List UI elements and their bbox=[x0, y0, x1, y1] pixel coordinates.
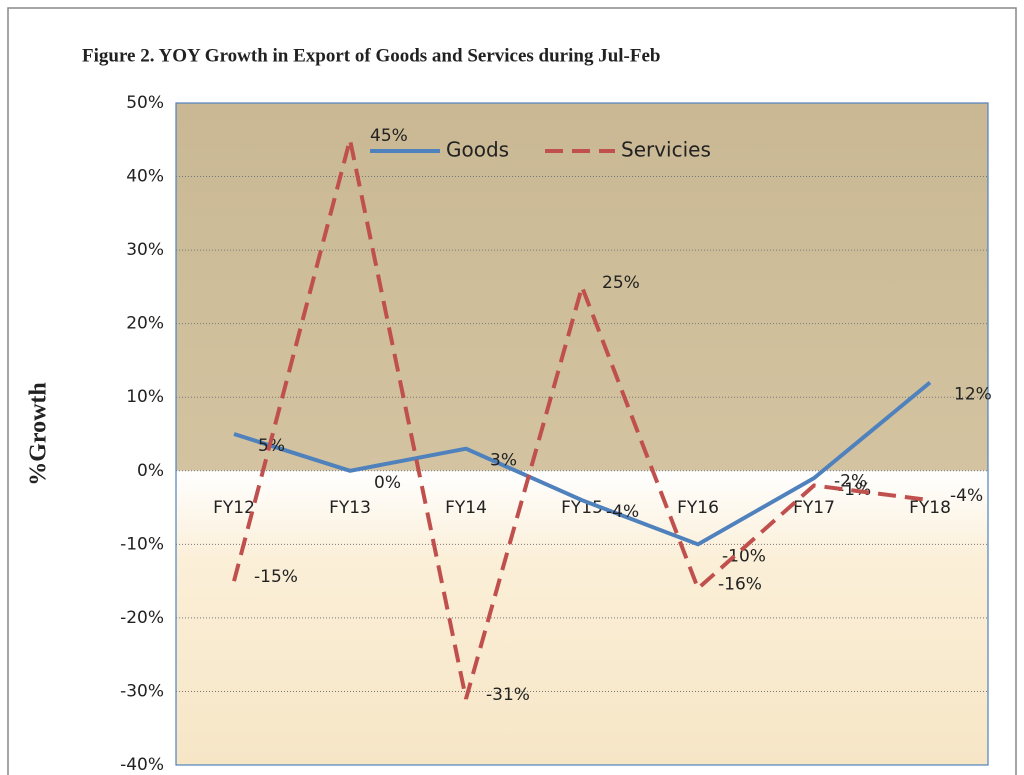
y-tick-label: 50% bbox=[126, 93, 164, 113]
legend-label: Servicies bbox=[621, 138, 711, 162]
x-tick-label: FY14 bbox=[445, 498, 487, 518]
y-tick-label: -30% bbox=[120, 681, 164, 701]
y-tick-label: 30% bbox=[126, 240, 164, 260]
data-label: 12% bbox=[954, 385, 992, 405]
y-tick-label: 20% bbox=[126, 314, 164, 334]
x-tick-label: FY16 bbox=[677, 498, 719, 518]
x-tick-label: FY18 bbox=[909, 498, 951, 518]
series-line bbox=[232, 139, 931, 700]
legend-label: Goods bbox=[446, 138, 509, 162]
y-tick-label: -20% bbox=[120, 608, 164, 628]
data-label: 3% bbox=[490, 451, 517, 471]
y-tick-label: -40% bbox=[120, 755, 164, 775]
data-label: 45% bbox=[370, 126, 408, 146]
data-label: -2% bbox=[834, 471, 867, 491]
data-label: 0% bbox=[374, 473, 401, 493]
data-label: -10% bbox=[722, 546, 766, 566]
chart-title: Figure 2. YOY Growth in Export of Goods … bbox=[82, 45, 660, 66]
data-label: -31% bbox=[486, 685, 530, 705]
series-line bbox=[233, 380, 932, 547]
data-label: -4% bbox=[950, 486, 983, 506]
data-label: -16% bbox=[718, 574, 762, 594]
data-label: -4% bbox=[606, 502, 639, 522]
y-tick-label: 40% bbox=[126, 167, 164, 187]
plot-border bbox=[175, 102, 989, 766]
y-tick-label: 10% bbox=[126, 387, 164, 407]
data-label: -15% bbox=[254, 567, 298, 587]
x-tick-label: FY12 bbox=[213, 498, 255, 518]
y-axis-label: %Growth bbox=[26, 382, 52, 486]
data-label: 25% bbox=[602, 273, 640, 293]
y-tick-label: -10% bbox=[120, 534, 164, 554]
plot-bg-upper bbox=[176, 103, 988, 471]
x-tick-label: FY13 bbox=[329, 498, 371, 518]
y-tick-label: 0% bbox=[137, 461, 164, 481]
x-tick-label: FY17 bbox=[793, 498, 835, 518]
frame bbox=[7, 7, 1017, 775]
